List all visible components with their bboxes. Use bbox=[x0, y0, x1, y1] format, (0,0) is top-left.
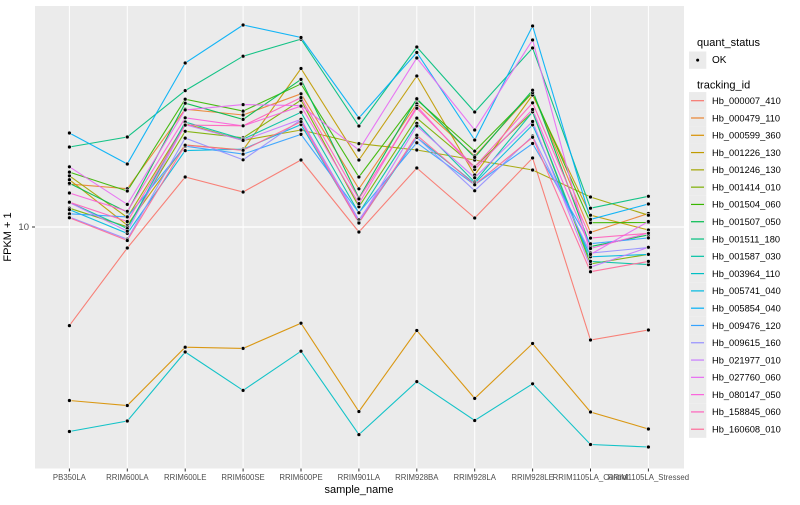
svg-text:10: 10 bbox=[18, 222, 29, 233]
svg-text:Hb_001414_010: Hb_001414_010 bbox=[712, 182, 781, 192]
svg-text:Hb_005741_040: Hb_005741_040 bbox=[712, 286, 781, 296]
svg-text:Hb_001246_130: Hb_001246_130 bbox=[712, 165, 781, 175]
svg-text:quant_status: quant_status bbox=[697, 37, 760, 49]
svg-text:RRIM901LA: RRIM901LA bbox=[338, 473, 381, 482]
svg-text:tracking_id: tracking_id bbox=[697, 80, 750, 92]
svg-text:Hb_021977_010: Hb_021977_010 bbox=[712, 355, 781, 365]
svg-text:OK: OK bbox=[712, 55, 727, 66]
svg-text:RRIM600SE: RRIM600SE bbox=[221, 473, 264, 482]
svg-text:Hb_001587_030: Hb_001587_030 bbox=[712, 252, 781, 262]
svg-text:PB350LA: PB350LA bbox=[53, 473, 87, 482]
svg-text:Hb_003964_110: Hb_003964_110 bbox=[712, 269, 780, 279]
svg-text:RRIM600LE: RRIM600LE bbox=[164, 473, 206, 482]
svg-text:Hb_158845_060: Hb_158845_060 bbox=[712, 407, 781, 417]
svg-text:Hb_000007_410: Hb_000007_410 bbox=[712, 96, 781, 106]
svg-text:Hb_001507_050: Hb_001507_050 bbox=[712, 217, 781, 227]
svg-text:Hb_001504_060: Hb_001504_060 bbox=[712, 200, 781, 210]
svg-text:Hb_001511_180: Hb_001511_180 bbox=[712, 234, 780, 244]
svg-text:Hb_009476_120: Hb_009476_120 bbox=[712, 321, 781, 331]
svg-text:RRIM928LE: RRIM928LE bbox=[511, 473, 553, 482]
svg-text:sample_name: sample_name bbox=[324, 484, 393, 496]
svg-text:Hb_000599_360: Hb_000599_360 bbox=[712, 131, 781, 141]
svg-text:Hb_160608_010: Hb_160608_010 bbox=[712, 425, 781, 435]
svg-text:RRIM1105LA_Stressed: RRIM1105LA_Stressed bbox=[608, 473, 689, 482]
svg-text:RRIM600LA: RRIM600LA bbox=[106, 473, 149, 482]
svg-text:RRIM928BA: RRIM928BA bbox=[395, 473, 439, 482]
svg-text:Hb_027760_060: Hb_027760_060 bbox=[712, 373, 781, 383]
svg-text:Hb_005854_040: Hb_005854_040 bbox=[712, 303, 781, 313]
svg-text:RRIM600PE: RRIM600PE bbox=[279, 473, 322, 482]
svg-text:Hb_000479_110: Hb_000479_110 bbox=[712, 113, 780, 123]
svg-text:Hb_001226_130: Hb_001226_130 bbox=[712, 148, 781, 158]
svg-text:FPKM + 1: FPKM + 1 bbox=[2, 212, 14, 261]
svg-text:Hb_080147_050: Hb_080147_050 bbox=[712, 390, 781, 400]
svg-text:RRIM928LA: RRIM928LA bbox=[453, 473, 496, 482]
svg-text:Hb_009615_160: Hb_009615_160 bbox=[712, 338, 781, 348]
